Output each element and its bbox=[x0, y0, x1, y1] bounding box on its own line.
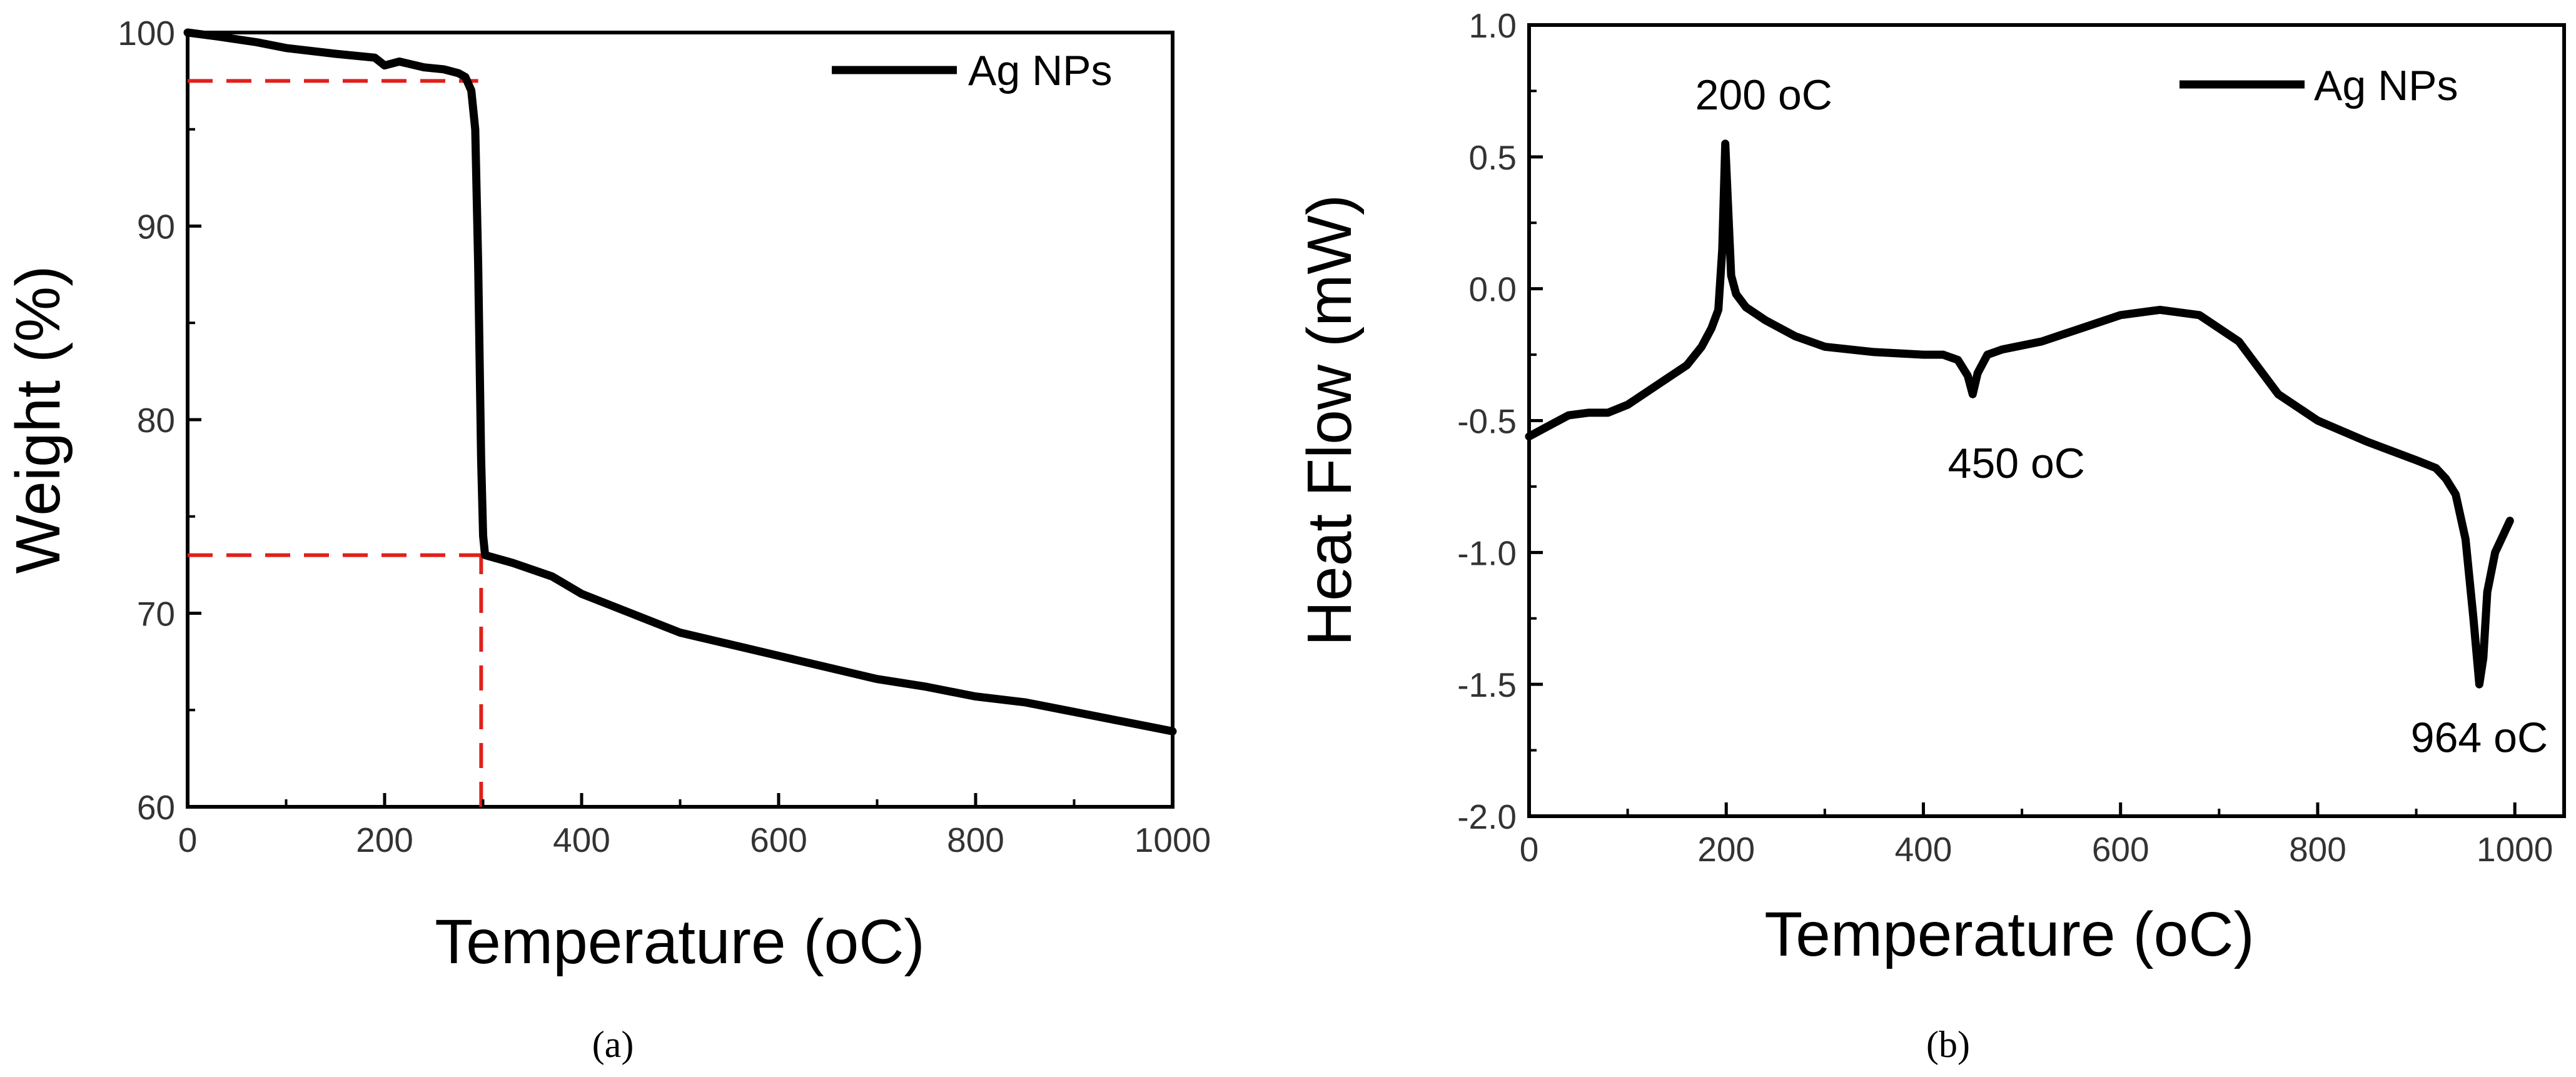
panel-b-series-line-ag-nps bbox=[1525, 139, 2514, 689]
panel-b-x-axis-title: Temperature (oC) bbox=[1764, 899, 2255, 969]
peak-annotation: 964 oC bbox=[2411, 714, 2548, 762]
y-tick-label: -2.0 bbox=[1457, 797, 1517, 836]
panel-a-ticks: 0 200 400 600 800 1000 60 70 80 90 100 bbox=[118, 14, 1211, 859]
panel-b-legend-label: Ag NPs bbox=[2314, 62, 2458, 109]
panel-b-legend: Ag NPs bbox=[2179, 62, 2458, 109]
y-tick-label: 90 bbox=[137, 208, 175, 246]
y-tick-label: 60 bbox=[137, 788, 175, 827]
panel-a-y-axis-title: Weight (%) bbox=[3, 266, 73, 574]
panel-a-caption: (a) bbox=[592, 1024, 634, 1065]
panel-b-annotations: 200 oC 450 oC 964 oC bbox=[1695, 71, 2548, 762]
y-tick-label: -1.5 bbox=[1457, 665, 1517, 704]
x-tick-label: 400 bbox=[1895, 830, 1952, 869]
x-tick-label: 1000 bbox=[1134, 821, 1211, 859]
x-tick-label: 0 bbox=[1520, 830, 1539, 869]
y-tick-label: -0.5 bbox=[1457, 402, 1517, 441]
x-tick-label: 200 bbox=[1697, 830, 1755, 869]
panel-b-heat-flow-chart: 0 200 400 600 800 1000 -2.0 -1.5 -1.0 -0.5 0.0 0.5 1… bbox=[1295, 6, 2566, 1065]
y-tick-label: 1.0 bbox=[1469, 6, 1517, 45]
panel-a-plot-frame bbox=[186, 31, 1174, 809]
panel-a-x-axis-title: Temperature (oC) bbox=[435, 907, 925, 977]
x-tick-label: 800 bbox=[2289, 830, 2346, 869]
panel-a-legend: Ag NPs bbox=[832, 47, 1113, 94]
panel-a-legend-label: Ag NPs bbox=[968, 47, 1113, 94]
x-tick-label: 600 bbox=[2092, 830, 2149, 869]
panel-b-y-axis-title: Heat Flow (mW) bbox=[1295, 195, 1365, 646]
y-tick-label: 80 bbox=[137, 401, 175, 440]
panel-a-reference-lines bbox=[188, 79, 483, 807]
x-tick-label: 800 bbox=[947, 821, 1004, 859]
x-tick-label: 0 bbox=[178, 821, 198, 859]
x-tick-label: 200 bbox=[356, 821, 413, 859]
y-tick-label: 100 bbox=[118, 14, 175, 53]
y-tick-label: 0.0 bbox=[1469, 270, 1517, 309]
panel-a-series-line-ag-nps bbox=[183, 28, 1177, 736]
x-tick-label: 400 bbox=[553, 821, 610, 859]
panel-a-weight-chart: 0 200 400 600 800 1000 60 70 80 90 100 Ag NPs Temp… bbox=[3, 14, 1211, 1065]
x-tick-label: 600 bbox=[750, 821, 807, 859]
peak-annotation: 200 oC bbox=[1695, 71, 1832, 119]
panel-b-plot-frame bbox=[1527, 23, 2566, 818]
panel-b-ticks: 0 200 400 600 800 1000 -2.0 -1.5 -1.0 -0.5 0.0 0.5 1… bbox=[1457, 6, 2553, 869]
x-tick-label: 1000 bbox=[2477, 830, 2553, 869]
panel-b-caption: (b) bbox=[1926, 1024, 1970, 1065]
peak-annotation: 450 oC bbox=[1948, 440, 2085, 487]
y-tick-label: -1.0 bbox=[1457, 533, 1517, 572]
y-tick-label: 0.5 bbox=[1469, 138, 1517, 177]
y-tick-label: 70 bbox=[137, 595, 175, 634]
